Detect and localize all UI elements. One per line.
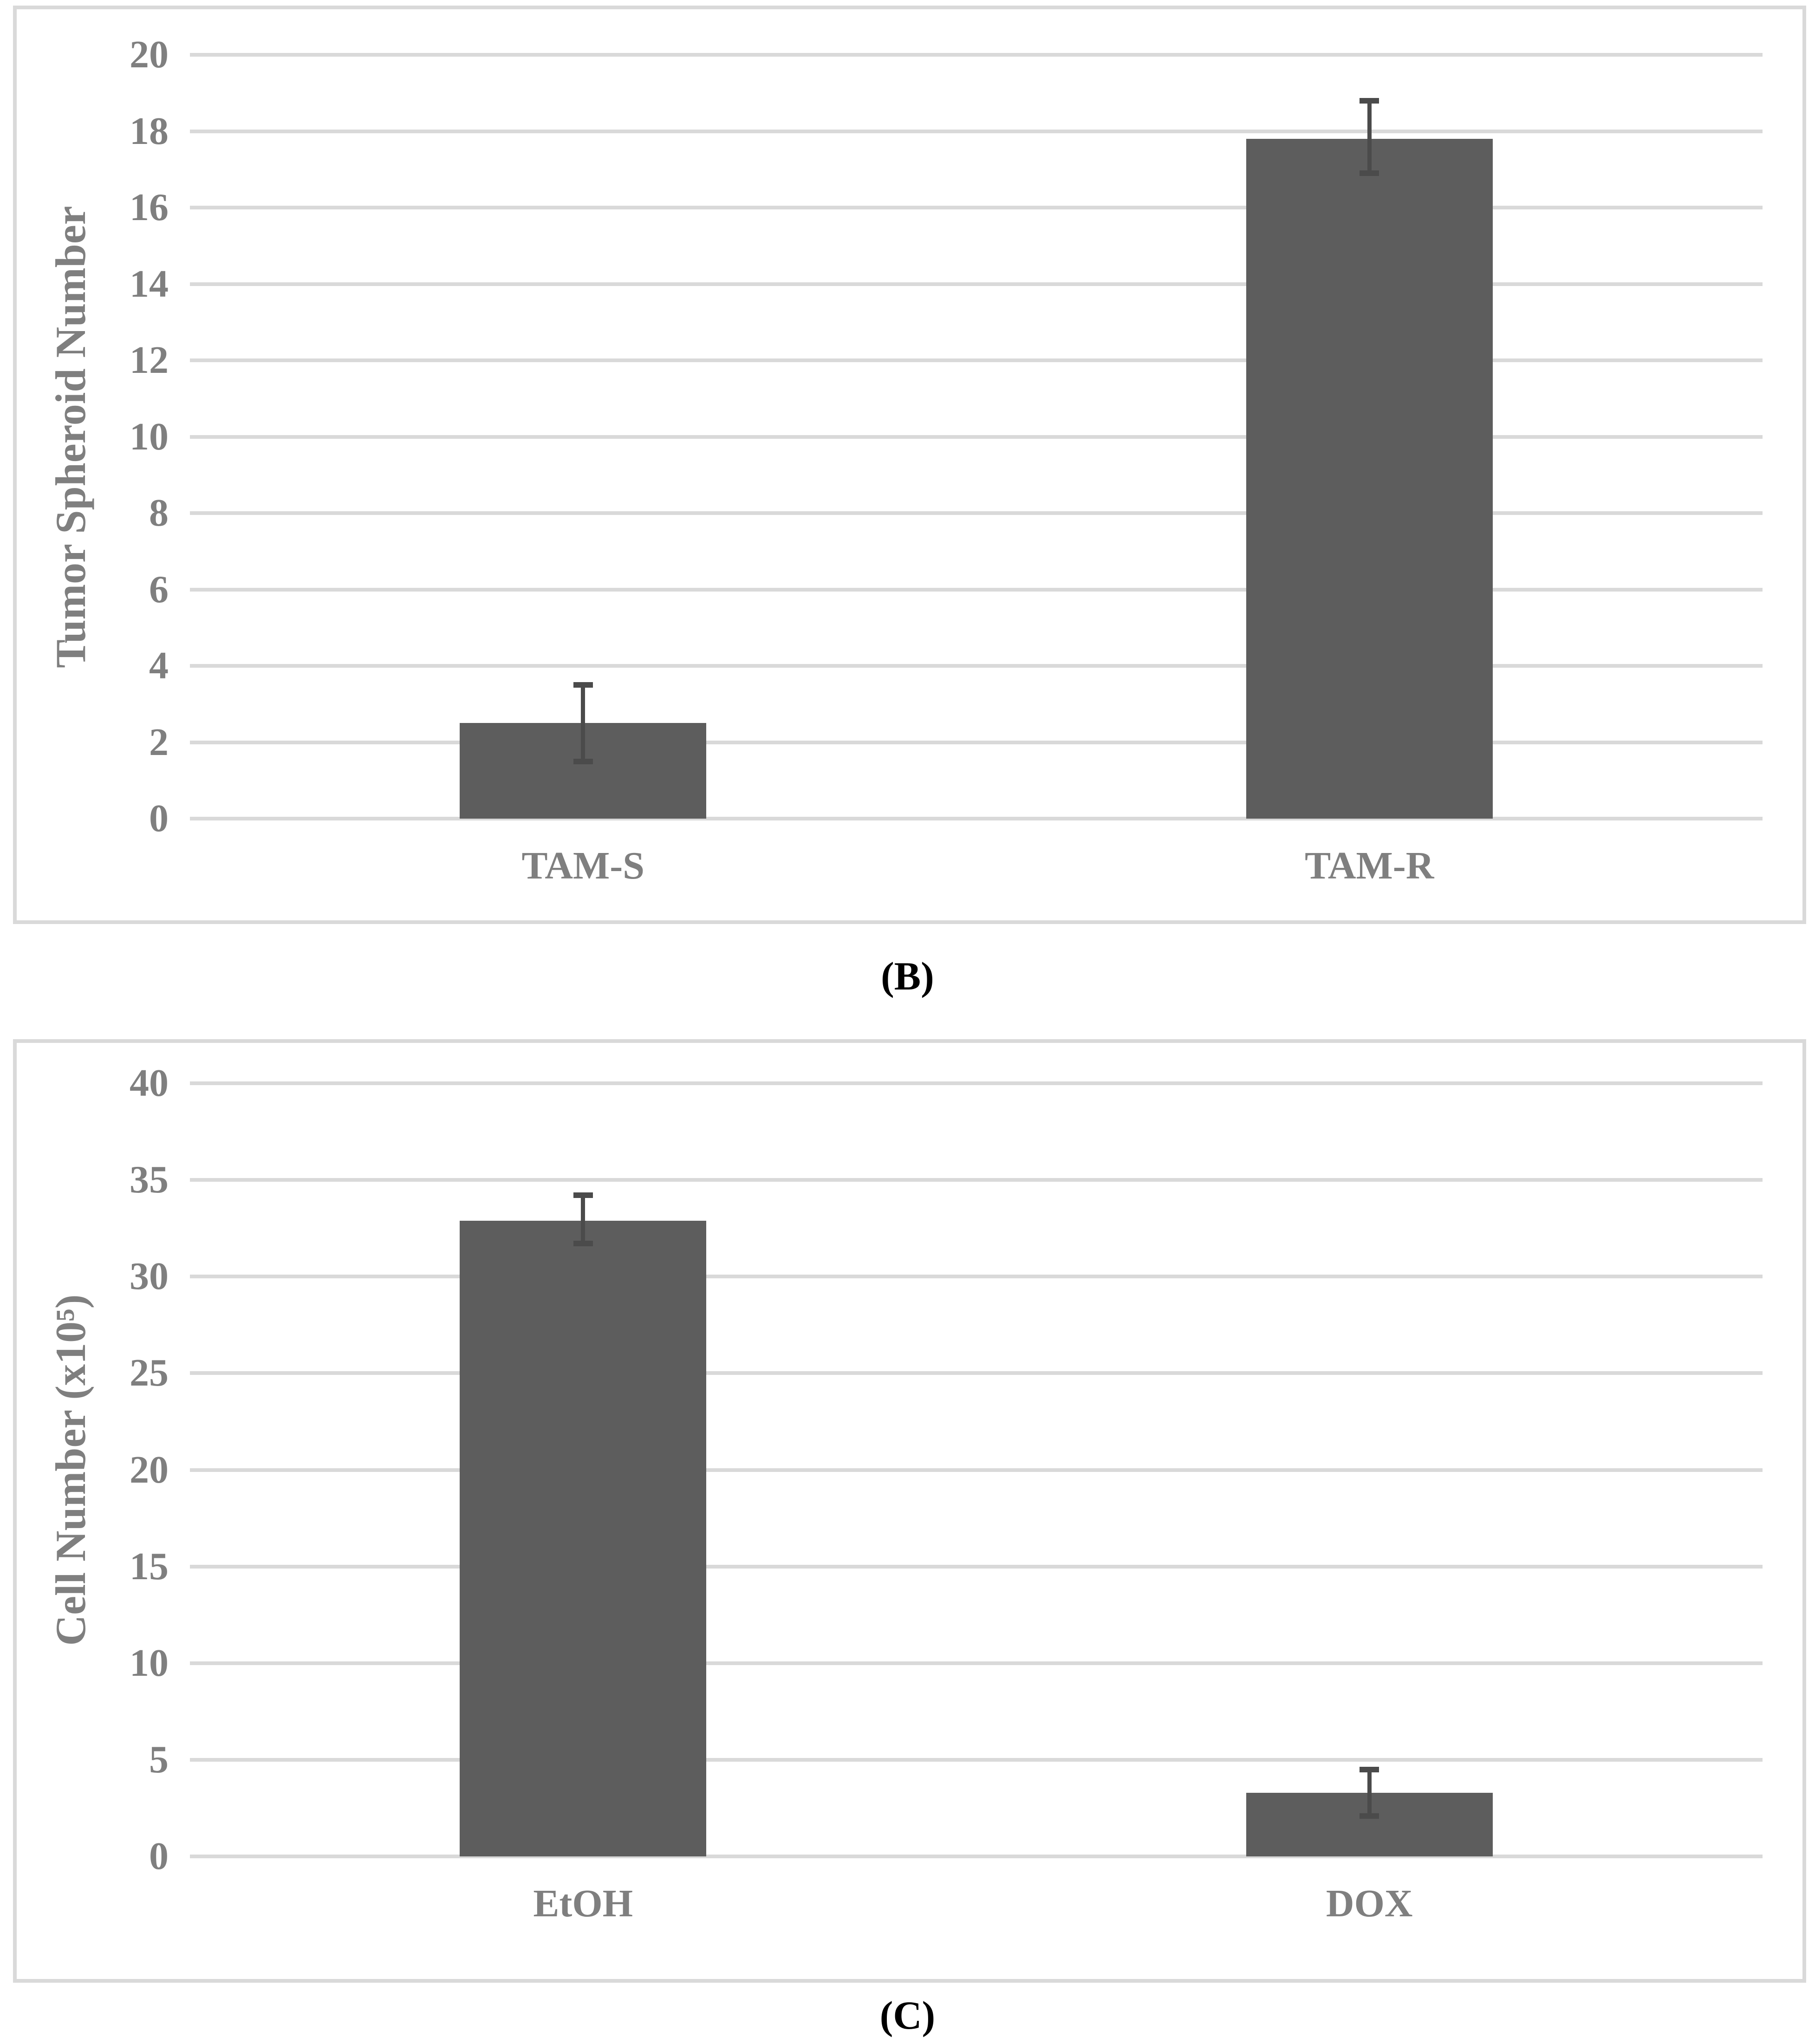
x-category-label-tam-s: TAM-S (521, 844, 644, 887)
y-tick-label: 30 (130, 1255, 169, 1298)
y-tick-label: 5 (149, 1738, 169, 1781)
error-bar-cap-top-tam-r (1360, 98, 1379, 104)
y-tick-label: 15 (130, 1544, 169, 1588)
error-bar-line-tam-s (581, 685, 585, 762)
error-bar-cap-bottom-dox (1360, 1813, 1379, 1819)
gridline-y10 (190, 435, 1763, 439)
gridline-y16 (190, 206, 1763, 209)
error-bar-line-etoh (581, 1195, 585, 1244)
y-tick-label: 40 (130, 1061, 169, 1105)
gridline-y6 (190, 587, 1763, 592)
error-bar-line-tam-r (1367, 100, 1372, 173)
gridline-y14 (190, 282, 1763, 286)
x-category-label-dox: DOX (1326, 1882, 1413, 1925)
error-bar-cap-top-dox (1360, 1766, 1379, 1772)
panel-b-border (13, 6, 1806, 924)
error-bar-cap-bottom-tam-r (1360, 170, 1379, 176)
bar-etoh (460, 1220, 707, 1856)
y-tick-label: 4 (149, 644, 169, 687)
error-bar-cap-top-etoh (573, 1192, 593, 1198)
gridline-y30 (190, 1275, 1763, 1279)
gridline-y18 (190, 129, 1763, 133)
gridline-y10 (190, 1661, 1763, 1665)
gridline-y0 (190, 1855, 1763, 1858)
y-tick-label: 6 (149, 567, 169, 611)
gridline-y8 (190, 511, 1763, 515)
y-tick-label: 14 (130, 262, 169, 306)
panel-c-border (13, 1039, 1806, 1983)
gridline-y35 (190, 1178, 1763, 1182)
y-tick-label: 10 (130, 1641, 169, 1685)
y-tick-label: 16 (130, 186, 169, 229)
y-tick-label: 18 (130, 109, 169, 153)
gridline-y2 (190, 740, 1763, 744)
y-tick-label: 20 (130, 33, 169, 76)
x-category-label-etoh: EtOH (533, 1882, 633, 1925)
y-tick-label: 12 (130, 338, 169, 382)
error-bar-cap-top-tam-s (573, 682, 593, 688)
panel-caption-b: (B) (881, 954, 934, 998)
y-tick-label: 10 (130, 415, 169, 458)
y-tick-label: 35 (130, 1158, 169, 1202)
error-bar-line-dox (1367, 1769, 1372, 1816)
y-tick-label: 2 (149, 720, 169, 764)
gridline-y15 (190, 1564, 1763, 1569)
x-category-label-tam-r: TAM-R (1305, 844, 1434, 887)
gridline-y20 (190, 1468, 1763, 1472)
gridline-y12 (190, 358, 1763, 362)
gridline-y5 (190, 1758, 1763, 1762)
gridline-y4 (190, 664, 1763, 668)
gridline-y20 (190, 53, 1763, 57)
y-tick-label: 8 (149, 491, 169, 534)
error-bar-cap-bottom-etoh (573, 1241, 593, 1247)
bar-tam-r (1246, 138, 1493, 819)
y-tick-label: 0 (149, 797, 169, 840)
y-tick-label: 25 (130, 1351, 169, 1395)
error-bar-cap-bottom-tam-s (573, 758, 593, 764)
y-tick-label: 20 (130, 1448, 169, 1491)
gridline-y25 (190, 1371, 1763, 1375)
gridline-y40 (190, 1081, 1763, 1085)
panel-caption-c: (C) (879, 1993, 936, 2037)
y-tick-label: 0 (149, 1835, 169, 1878)
gridline-y0 (190, 817, 1763, 820)
